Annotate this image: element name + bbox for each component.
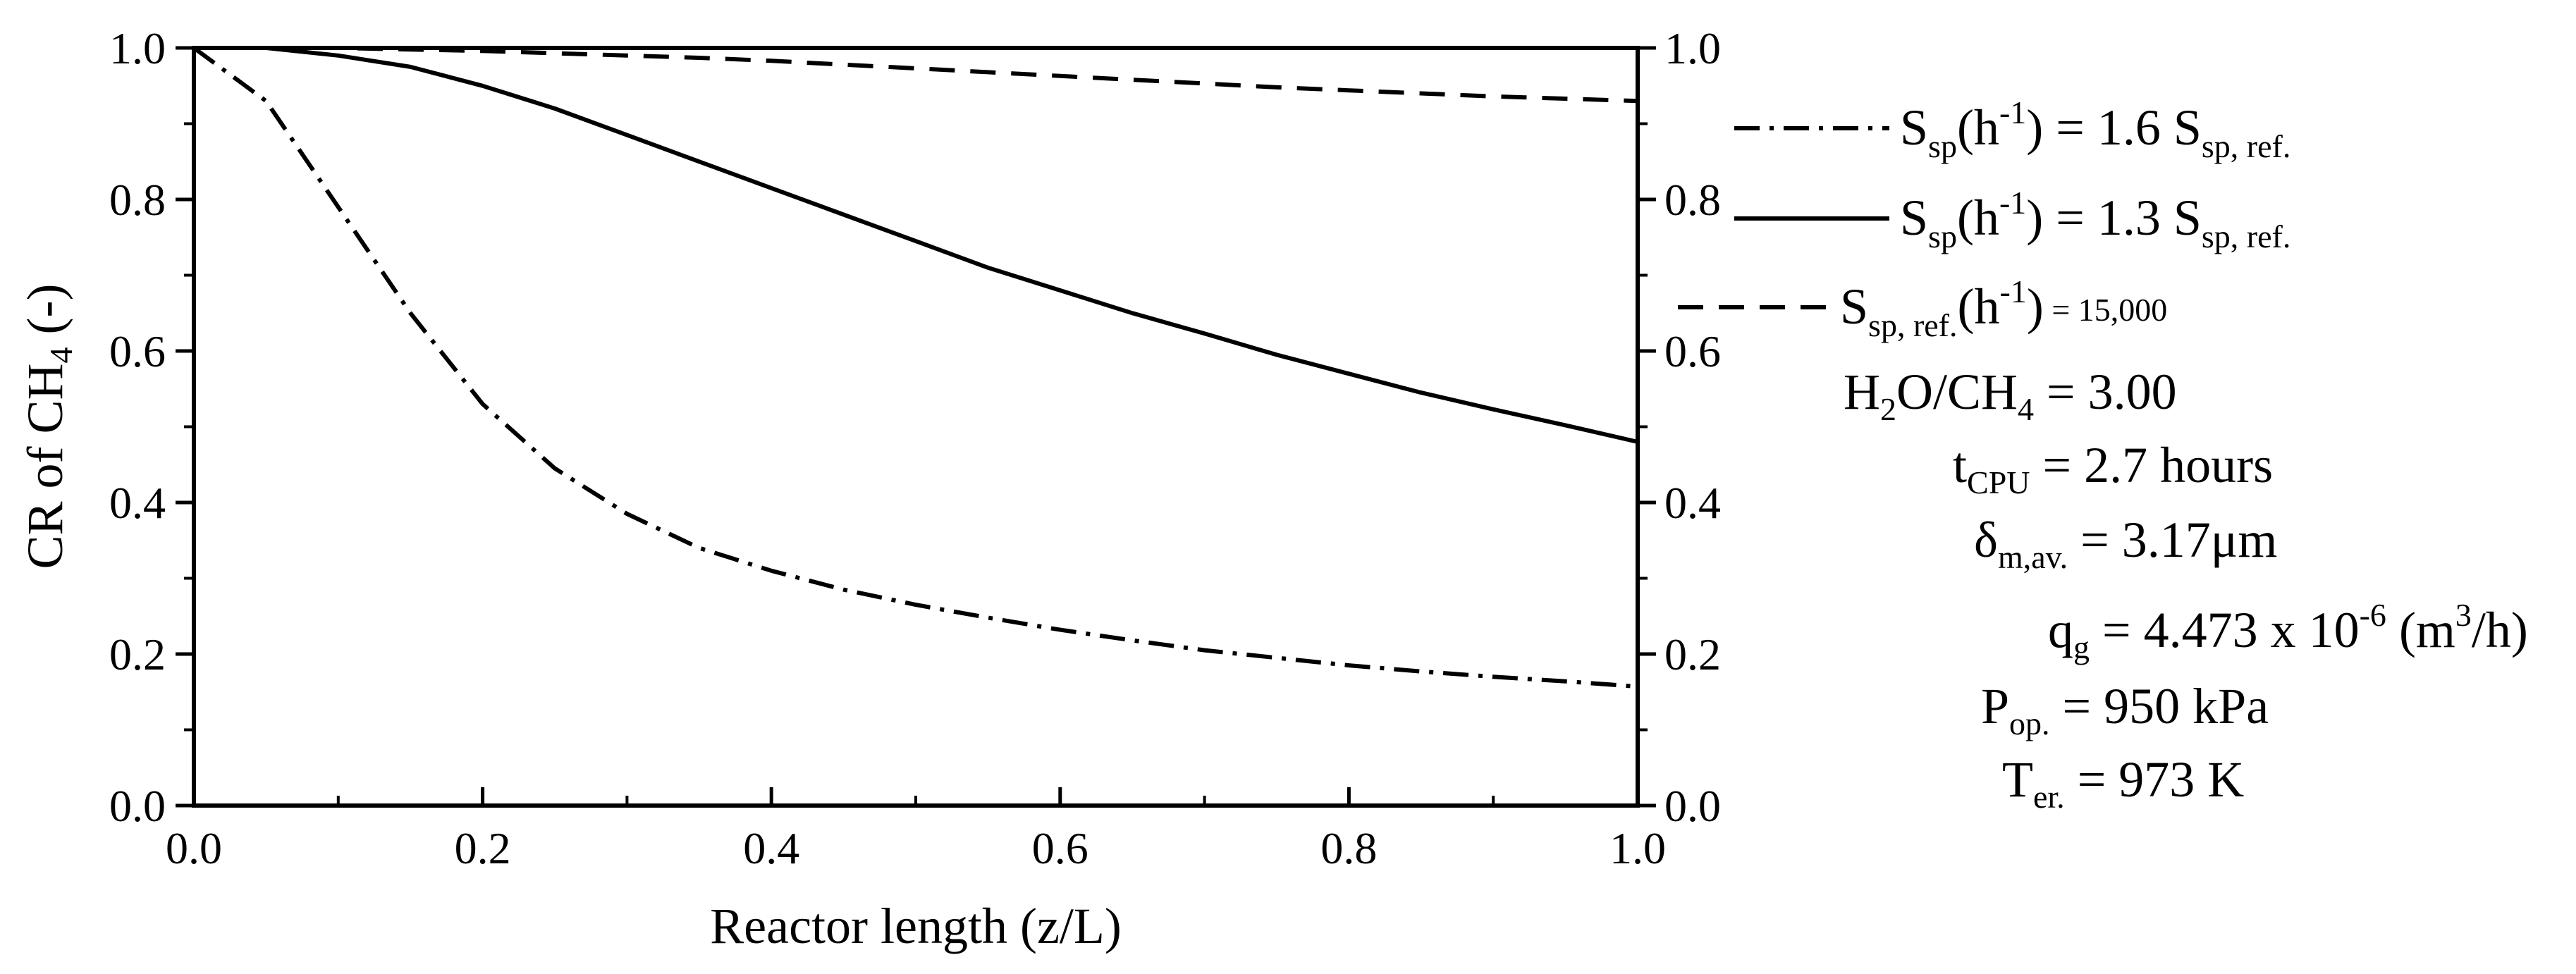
- y-tick-label: 0.2: [109, 629, 166, 679]
- y-tick-label: 0.8: [109, 175, 166, 225]
- x-axis-title: Reactor length (z/L): [710, 898, 1122, 954]
- legend: Ssp(h-1) = 1.6 Ssp, ref. Ssp(h-1) = 1.3 …: [1678, 94, 2290, 343]
- annotation-flow-rate: qg = 4.473 x 10-6 (m3/h): [2048, 597, 2528, 665]
- annotation-temperature: Ter. = 973 K: [2002, 751, 2244, 815]
- parameter-annotations: H2O/CH4 = 3.00 tCPU = 2.7 hours δm,av. =…: [1844, 364, 2528, 815]
- y-axis-title: CR of CH4 (-): [17, 284, 79, 569]
- x-tick-label: 0.2: [455, 823, 511, 873]
- annotation-operating-pressure: Pop. = 950 kPa: [1981, 678, 2269, 741]
- plot-frame: [192, 46, 1640, 808]
- y2-tick-label: 0.8: [1664, 175, 1721, 225]
- series-line-1-3-sref: [194, 46, 1638, 444]
- x-tick-label: 0.4: [743, 823, 799, 873]
- x-tick-label: 0.8: [1320, 823, 1377, 873]
- y-tick-label: 0.0: [109, 781, 166, 831]
- y2-tick-label: 0.6: [1664, 326, 1721, 376]
- legend-entry-2: Ssp(h-1) = 1.3 Ssp, ref.: [1900, 185, 2290, 254]
- x-tick-label: 1.0: [1609, 823, 1666, 873]
- y2-tick-label: 0.2: [1664, 629, 1721, 679]
- x-tick-label: 0.0: [166, 823, 222, 873]
- y2-axis-ticks: 0.0 0.2 0.4 0.6 0.8 1.0: [1638, 23, 1721, 831]
- y2-tick-label: 0.0: [1664, 781, 1721, 831]
- legend-entry-3: Ssp, ref.(h-1) = 15,000: [1840, 273, 2167, 343]
- y2-tick-label: 0.4: [1664, 478, 1721, 528]
- y-axis-ticks: 0.0 0.2 0.4 0.6 0.8 1.0: [109, 23, 194, 831]
- legend-entry-1: Ssp(h-1) = 1.6 Ssp, ref.: [1900, 94, 2290, 164]
- series-line-1-6-sref: [192, 46, 1638, 689]
- y2-tick-label: 1.0: [1664, 23, 1721, 73]
- x-tick-label: 0.6: [1032, 823, 1088, 873]
- annotation-membrane-thickness: δm,av. = 3.17μm: [1974, 512, 2277, 575]
- y-tick-label: 1.0: [109, 23, 166, 73]
- y-tick-label: 0.6: [109, 326, 166, 376]
- annotation-h2o-ratio: H2O/CH4 = 3.00: [1844, 364, 2177, 427]
- y-tick-label: 0.4: [109, 478, 166, 528]
- annotation-cpu-time: tCPU = 2.7 hours: [1953, 437, 2273, 500]
- series-lines: [192, 46, 1638, 689]
- series-line-sref: [194, 46, 1638, 104]
- x-axis-ticks: 0.0 0.2 0.4 0.6 0.8 1.0: [166, 787, 1666, 873]
